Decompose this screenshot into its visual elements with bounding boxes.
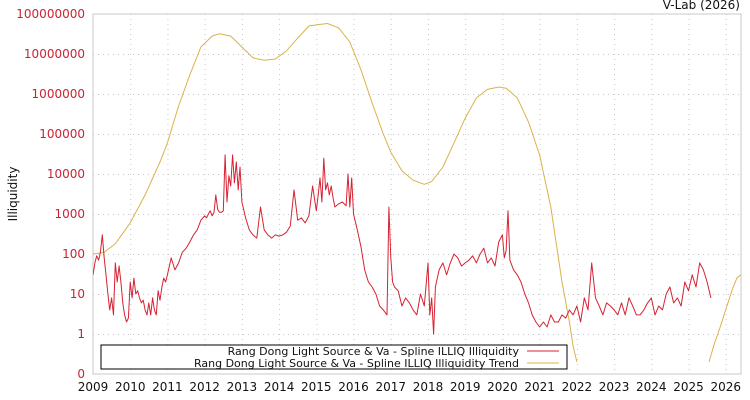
legend-box: [100, 344, 568, 370]
y-axis-ticks: 1000000001000000010000001000001000010001…: [16, 7, 85, 381]
y-tick-label: 0: [77, 367, 85, 381]
x-tick-label: 2023: [599, 380, 630, 394]
x-tick-label: 2018: [413, 380, 444, 394]
y-tick-label: 10000000: [24, 47, 85, 61]
illiquidity-series-line: [93, 154, 712, 335]
x-tick-label: 2025: [673, 380, 704, 394]
legend-label-illiquidity: Rang Dong Light Source & Va - Spline ILL…: [228, 345, 520, 358]
y-tick-label: 1000: [54, 207, 85, 221]
y-axis-label: Illiquidity: [6, 167, 20, 222]
y-tick-label: 100000: [39, 127, 85, 141]
y-tick-label: 1: [77, 327, 85, 341]
x-tick-label: 2012: [189, 380, 220, 394]
grid-lines: [93, 14, 741, 374]
plot-area: [92, 13, 742, 375]
x-tick-label: 2017: [375, 380, 406, 394]
x-tick-label: 2026: [710, 380, 741, 394]
y-tick-label: 10000: [47, 167, 85, 181]
x-tick-label: 2010: [115, 380, 146, 394]
x-tick-label: 2024: [636, 380, 667, 394]
trend-series-line-tail: [708, 274, 741, 363]
y-tick-label: 1000000: [32, 87, 85, 101]
y-tick-label: 100000000: [16, 7, 85, 21]
x-axis-ticks: 2009 2010 2011 2012 2013 2014 2015 2016 2017 2018…: [78, 380, 741, 394]
legend: Rang Dong Light Source & Va - Spline ILL…: [100, 344, 568, 370]
trend-series-line: [93, 22, 578, 363]
x-tick-label: 2013: [227, 380, 258, 394]
x-tick-label: 2015: [301, 380, 332, 394]
x-tick-label: 2022: [562, 380, 593, 394]
x-tick-label: 2021: [524, 380, 555, 394]
x-tick-label: 2016: [338, 380, 369, 394]
x-tick-label: 2014: [264, 380, 295, 394]
credit-label: V-Lab (2026): [663, 0, 740, 12]
legend-label-trend: Rang Dong Light Source & Va - Spline ILL…: [194, 357, 519, 370]
y-tick-label: 10: [70, 287, 85, 301]
x-tick-label: 2019: [450, 380, 481, 394]
y-tick-label: 100: [62, 247, 85, 261]
x-tick-label: 2009: [78, 380, 109, 394]
x-tick-label: 2011: [152, 380, 183, 394]
x-tick-label: 2020: [487, 380, 518, 394]
